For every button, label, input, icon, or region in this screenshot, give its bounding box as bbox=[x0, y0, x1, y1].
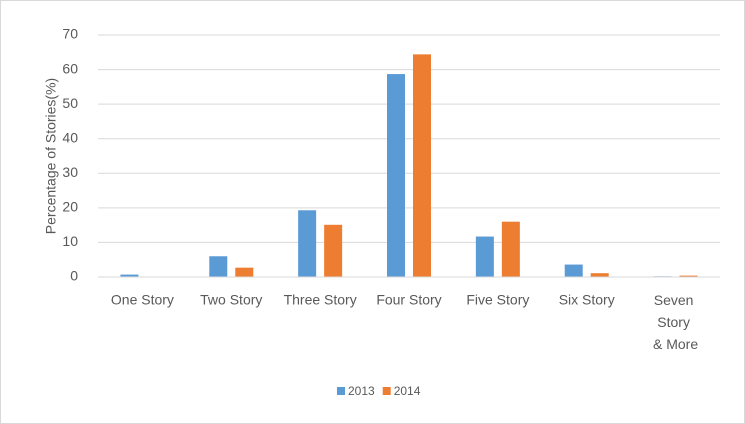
legend-label: 2014 bbox=[394, 384, 421, 398]
x-tick-label: Three Story bbox=[284, 292, 357, 308]
y-tick-label: 50 bbox=[62, 95, 78, 111]
x-tick-label: Six Story bbox=[559, 292, 615, 308]
y-tick-label: 0 bbox=[70, 268, 78, 284]
bar bbox=[501, 221, 520, 277]
bar bbox=[298, 210, 317, 277]
legend-swatch bbox=[337, 387, 345, 395]
bar bbox=[120, 274, 139, 277]
bar bbox=[324, 224, 343, 277]
x-tick-label: Two Story bbox=[200, 292, 262, 308]
y-tick-label: 20 bbox=[62, 199, 78, 215]
x-tick-label: Seven Story & More bbox=[653, 292, 698, 352]
bar bbox=[387, 74, 405, 278]
y-tick-label: 70 bbox=[62, 26, 78, 42]
legend-swatch bbox=[382, 387, 391, 395]
bar bbox=[413, 54, 431, 277]
y-tick-label: 60 bbox=[62, 60, 78, 76]
x-tick-label: One Story bbox=[111, 292, 174, 308]
x-tick-label: Four Story bbox=[376, 292, 441, 308]
legend-label: 2013 bbox=[348, 384, 375, 398]
bar bbox=[679, 275, 698, 277]
bar bbox=[235, 267, 254, 277]
bar bbox=[209, 256, 228, 277]
y-axis-label: Percentage of Stories(%) bbox=[43, 78, 59, 234]
bar bbox=[475, 236, 494, 277]
x-tick-label: Five Story bbox=[466, 292, 529, 308]
y-tick-label: 30 bbox=[62, 164, 78, 180]
bar bbox=[564, 264, 583, 277]
bar bbox=[590, 273, 609, 277]
y-tick-label: 40 bbox=[62, 129, 78, 145]
y-tick-label: 10 bbox=[62, 233, 78, 249]
